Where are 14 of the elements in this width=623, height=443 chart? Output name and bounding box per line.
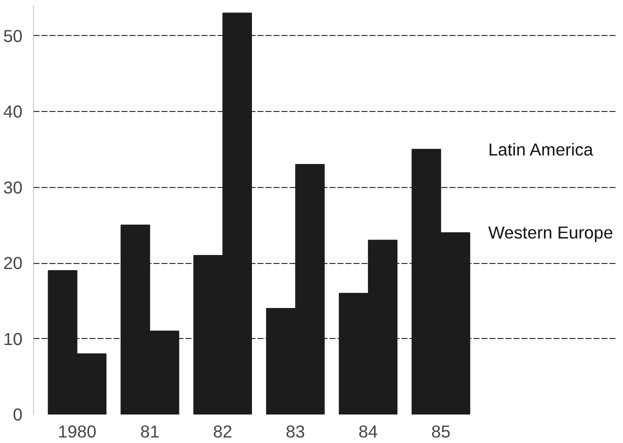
x-tick-label: 85	[431, 422, 451, 442]
y-tick-label: 50	[3, 26, 23, 46]
y-tick-label: 40	[3, 102, 23, 122]
y-tick-label: 20	[3, 253, 23, 274]
x-tick-label: 81	[140, 422, 160, 442]
x-tick-label: 83	[286, 422, 306, 442]
x-tick-label: 84	[358, 422, 378, 442]
text: Latin America	[488, 139, 594, 160]
x-tick-label: 1980	[58, 422, 96, 442]
x-tick-label: 82	[213, 422, 232, 442]
y-tick-label: 0	[12, 404, 23, 424]
y-tick-label: 10	[3, 328, 23, 349]
series-label: Western Europe	[488, 222, 614, 243]
y-tick-label: 30	[3, 177, 23, 198]
